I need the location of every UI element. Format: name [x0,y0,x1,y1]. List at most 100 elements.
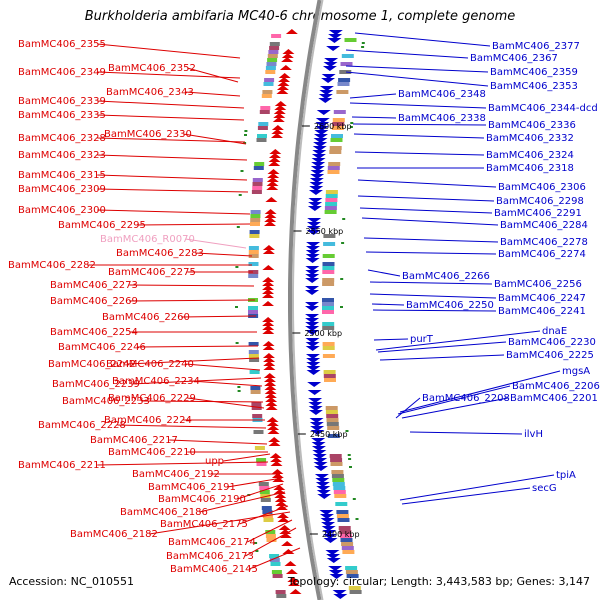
feature-block-right [322,322,335,326]
reverse-gene-arrow [318,94,333,99]
feature-block-right [345,566,358,570]
feature-block-right [336,514,349,518]
feature-block-left [259,110,270,114]
forward-gene-arrow [278,77,291,82]
genome-summary-text: Topology: circular; Length: 3,443,583 bp… [287,575,590,588]
reverse-gene-arrow [321,526,336,531]
feature-block-right [334,494,347,498]
feature-block-right [322,302,334,306]
feature-block-right [322,310,334,314]
forward-gene-arrow [263,365,276,370]
feature-block-right [325,198,338,202]
left-gene-label: BamMC406_2234 [112,376,200,387]
forward-gene-arrow [273,485,286,490]
feature-block-right [328,162,341,166]
reverse-gene-arrow [315,482,330,487]
forward-gene-arrow [267,169,280,174]
reverse-gene-arrow [305,274,320,279]
reverse-gene-arrow [326,46,341,51]
reverse-gene-arrow [323,62,338,67]
reverse-gene-arrow [328,566,343,571]
right-gene-label: BamMC406_2291 [494,208,582,219]
left-gene-label: BamMC406_2228 [38,420,126,431]
feature-block-left [258,482,269,486]
right-gene-label: BamMC406_2266 [402,271,490,282]
reverse-gene-arrow [313,458,328,463]
left-gene-label: BamMC406_2217 [90,435,178,446]
reverse-gene-arrow [305,266,320,271]
feature-block-right [339,70,352,74]
forward-gene-arrow [276,89,289,94]
feature-block-left [248,306,258,310]
right-leader-line [363,237,499,243]
reverse-gene-arrow [305,346,320,351]
feature-block-left [250,222,260,226]
right-leader-line [351,116,397,119]
feature-block-right [322,346,335,350]
right-gene-label: BamMC406_2241 [498,306,586,317]
reverse-gene-arrow [309,186,324,191]
forward-gene-arrow [267,429,280,434]
right-gene-label: BamMC406_2284 [500,220,588,231]
reverse-gene-arrow [315,118,330,123]
forward-gene-arrow [269,453,282,458]
left-gene-label: BamMC406_2343 [106,87,194,98]
left-gene-label: BamMC406_2240 [106,359,194,370]
feature-block-left [256,138,267,142]
feature-block-left [253,166,264,170]
left-leader-line [249,547,301,570]
reverse-gene-arrow [306,366,321,371]
feature-block-left [261,506,272,510]
reverse-gene-arrow [305,338,320,343]
reverse-gene-arrow [306,242,321,247]
feature-block-left [256,458,267,462]
reverse-gene-arrow [305,342,320,347]
forward-gene-arrow [274,493,287,498]
forward-gene-arrow [262,265,275,270]
feature-block-right [333,490,346,494]
feature-block-right [336,510,349,514]
forward-gene-arrow [262,289,275,294]
forward-gene-arrow [274,105,287,110]
feature-block-right [330,458,343,462]
left-gene-label: BamMC406_2254 [50,327,138,338]
left-leader-line [239,505,289,525]
right-gene-label: BamMC406_2377 [492,41,580,52]
left-gene-label: BamMC406_2269 [50,296,138,307]
forward-gene-arrow [284,561,297,566]
right-leader-line [359,207,493,214]
reverse-gene-arrow [311,154,326,159]
forward-gene-arrow [262,329,275,334]
forward-gene-arrow [262,245,275,250]
forward-gene-arrow [268,441,281,446]
reverse-gene-arrow [305,314,320,319]
scale-label: 2600 kbp [314,122,352,131]
forward-gene-arrow [265,197,278,202]
feature-block-right [336,90,349,94]
feature-block-right [325,202,338,206]
feature-block-right [322,282,335,286]
left-gene-label: BamMC406_2190 [158,494,246,505]
forward-gene-arrow [281,53,294,58]
reverse-gene-arrow [305,270,320,275]
scale-label: 2500 kbp [304,329,342,338]
reverse-gene-arrow [322,66,337,71]
reverse-gene-arrow [313,134,328,139]
reverse-gene-arrow [323,538,338,543]
feature-block-left [259,490,270,494]
forward-gene-arrow [266,177,279,182]
feature-block-right [331,126,344,130]
right-gene-label: BamMC406_2306 [498,182,586,193]
feature-block-right [322,326,335,330]
right-gene-label: BamMC406_2274 [498,249,586,260]
feature-block-left [275,590,286,594]
reverse-gene-arrow [322,534,337,539]
reverse-gene-arrow [312,450,327,455]
feature-block-right [331,470,344,474]
feature-block-right [324,210,337,214]
feature-block-right [325,410,338,414]
right-gene-label: ilvH [524,429,543,440]
feature-block-left [262,90,273,94]
feature-block-left [254,446,265,450]
feature-block-right [325,406,338,410]
